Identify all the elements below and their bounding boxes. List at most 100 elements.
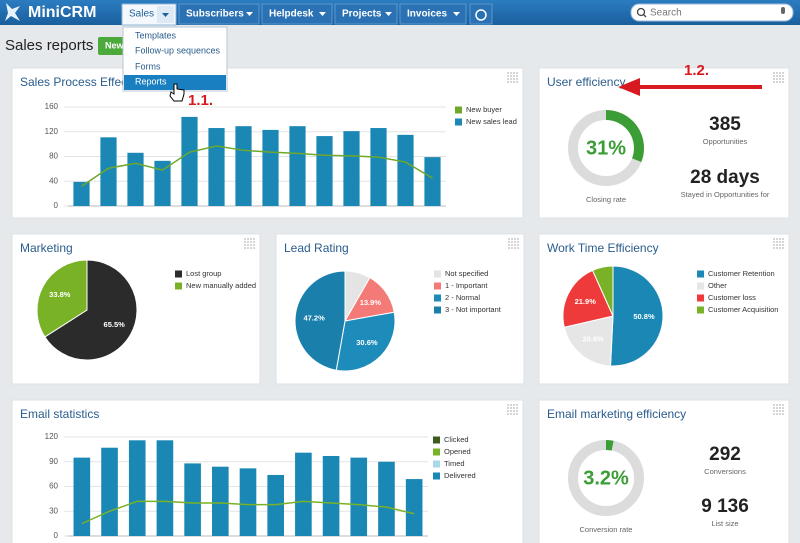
legend-label: 2 - Normal [445, 293, 480, 302]
panel-grip [510, 413, 512, 415]
tab-label[interactable]: Subscribers [186, 9, 244, 20]
panel-grip [514, 241, 516, 243]
panel [538, 399, 790, 543]
panel-grip [511, 238, 513, 240]
tab-dashboard[interactable] [469, 3, 493, 25]
slice-label: 47.2% [303, 313, 325, 322]
panel-grip [247, 247, 249, 249]
tab-label[interactable]: Helpdesk [269, 9, 314, 20]
legend-label: Timed [444, 459, 465, 468]
tab-invoices[interactable] [399, 3, 467, 25]
legend-label: 1 - Important [445, 281, 488, 290]
new-button-label[interactable]: New [105, 40, 125, 50]
panel-grip [782, 410, 784, 412]
bar [100, 137, 117, 206]
slice-label: 13.9% [360, 298, 382, 307]
gauge-caption: Closing rate [586, 195, 626, 204]
panel-grip [517, 247, 519, 249]
panel-grip [779, 241, 781, 243]
annotation: 1.1. [188, 92, 213, 109]
panel-grip [517, 241, 519, 243]
panel-grip [779, 72, 781, 74]
panel-title: Lead Rating [284, 241, 349, 255]
bar [239, 468, 257, 536]
menu-item[interactable]: Templates [135, 30, 177, 40]
panel-grip [782, 72, 784, 74]
legend-swatch [434, 282, 441, 290]
panel-grip [776, 244, 778, 246]
logo-icon [5, 3, 20, 21]
tab-projects[interactable] [334, 3, 398, 25]
arrow-icon [319, 12, 326, 16]
panel-grip [253, 241, 255, 243]
panel-grip [508, 247, 510, 249]
tab-label[interactable]: Projects [342, 9, 382, 20]
y-tick-label: 60 [49, 482, 58, 491]
bar [378, 461, 395, 536]
stat-value: 9 136 [701, 496, 749, 517]
bar [370, 128, 387, 206]
panel-grip [510, 410, 512, 412]
panel-grip [773, 78, 775, 80]
panel-grip [776, 247, 778, 249]
menu-item[interactable]: Forms [135, 61, 161, 71]
panel-grip [776, 407, 778, 409]
legend-swatch [697, 306, 704, 314]
slice-label: 65.5% [104, 320, 126, 329]
pie-slice [335, 311, 396, 372]
menu-item-active[interactable] [124, 75, 226, 90]
page-title: Sales reports [5, 37, 93, 54]
panel-grip [513, 75, 515, 77]
panel-grip [779, 81, 781, 83]
panel-grip [782, 238, 784, 240]
panel-grip [513, 413, 515, 415]
search-icon [636, 7, 646, 17]
legend-swatch [697, 294, 704, 302]
panel-grip [779, 413, 781, 415]
panel-grip [511, 241, 513, 243]
line [81, 500, 415, 525]
panel-grip [507, 75, 509, 77]
tab-label[interactable]: Sales [129, 9, 154, 20]
legend-swatch [434, 306, 441, 314]
legend-label: Customer Acquisition [708, 305, 778, 314]
pie-slice [294, 270, 346, 371]
panel-grip [513, 72, 515, 74]
panel-grip [250, 247, 252, 249]
tab-subscribers[interactable] [178, 3, 260, 25]
tab-label[interactable]: Invoices [407, 9, 447, 20]
panel-grip [776, 81, 778, 83]
panel-grip [244, 247, 246, 249]
legend-label: Clicked [444, 435, 469, 444]
panel-grip [510, 78, 512, 80]
panel-grip [511, 244, 513, 246]
legend-label: New buyer [466, 105, 502, 114]
panel-title: Email marketing efficiency [547, 407, 686, 421]
panel-grip [776, 72, 778, 74]
panel-grip [773, 241, 775, 243]
panel-grip [507, 404, 509, 406]
panel-grip [776, 410, 778, 412]
bar [208, 128, 225, 206]
menu-item[interactable]: Follow-up sequences [135, 45, 221, 55]
tab-helpdesk[interactable] [261, 3, 333, 25]
search-placeholder[interactable]: Search [650, 8, 682, 19]
pie-slice [562, 269, 614, 328]
bar [156, 440, 174, 536]
bar [212, 466, 229, 536]
panel-grip [779, 75, 781, 77]
legend-label: 3 - Not important [445, 305, 502, 314]
panel-grip [247, 241, 249, 243]
pie-slice [609, 265, 664, 367]
bar [397, 134, 414, 206]
y-tick-label: 40 [49, 176, 58, 185]
panel-grip [773, 81, 775, 83]
menu-item[interactable]: Reports [135, 76, 167, 86]
panel-grip [773, 238, 775, 240]
panel-grip [773, 404, 775, 406]
panel-grip [507, 81, 509, 83]
bar [73, 181, 90, 206]
bar [424, 157, 441, 206]
search-box[interactable] [630, 3, 794, 22]
